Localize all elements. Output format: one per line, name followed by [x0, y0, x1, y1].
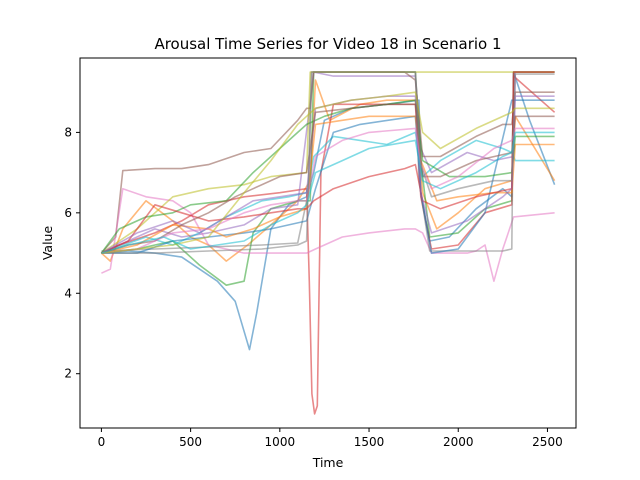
- series-line-17: [101, 127, 555, 254]
- x-axis-label: Time: [312, 455, 344, 470]
- y-axis-ticks: 2 4 6 8: [64, 125, 80, 381]
- series-line-5: [101, 71, 555, 254]
- y-tick-label: 4: [64, 286, 72, 300]
- series-line-19: [101, 91, 555, 254]
- series-line-16: [101, 103, 555, 254]
- series-line-4: [101, 75, 556, 415]
- y-tick-label: 2: [64, 367, 72, 381]
- y-axis-label: Value: [40, 226, 55, 261]
- x-tick-label: 2500: [532, 435, 563, 449]
- y-tick-label: 8: [64, 125, 72, 139]
- chart-title: Arousal Time Series for Video 18 in Scen…: [154, 35, 501, 53]
- series-line-15: [101, 95, 555, 254]
- series-line-18: [101, 71, 555, 254]
- series-line-7: [101, 187, 555, 282]
- x-tick-label: 1000: [265, 435, 296, 449]
- x-axis-ticks: 0 500 1000 1500 2000 2500: [98, 428, 563, 449]
- series-line-8: [101, 71, 555, 252]
- series-line-14: [101, 71, 555, 254]
- x-tick-label: 2000: [443, 435, 474, 449]
- series-line-20: [101, 131, 555, 254]
- y-tick-label: 6: [64, 206, 72, 220]
- x-tick-label: 500: [179, 435, 202, 449]
- series-lines: [100, 71, 556, 415]
- x-tick-label: 0: [98, 435, 106, 449]
- plot-frame: [79, 57, 577, 429]
- x-tick-label: 1500: [354, 435, 385, 449]
